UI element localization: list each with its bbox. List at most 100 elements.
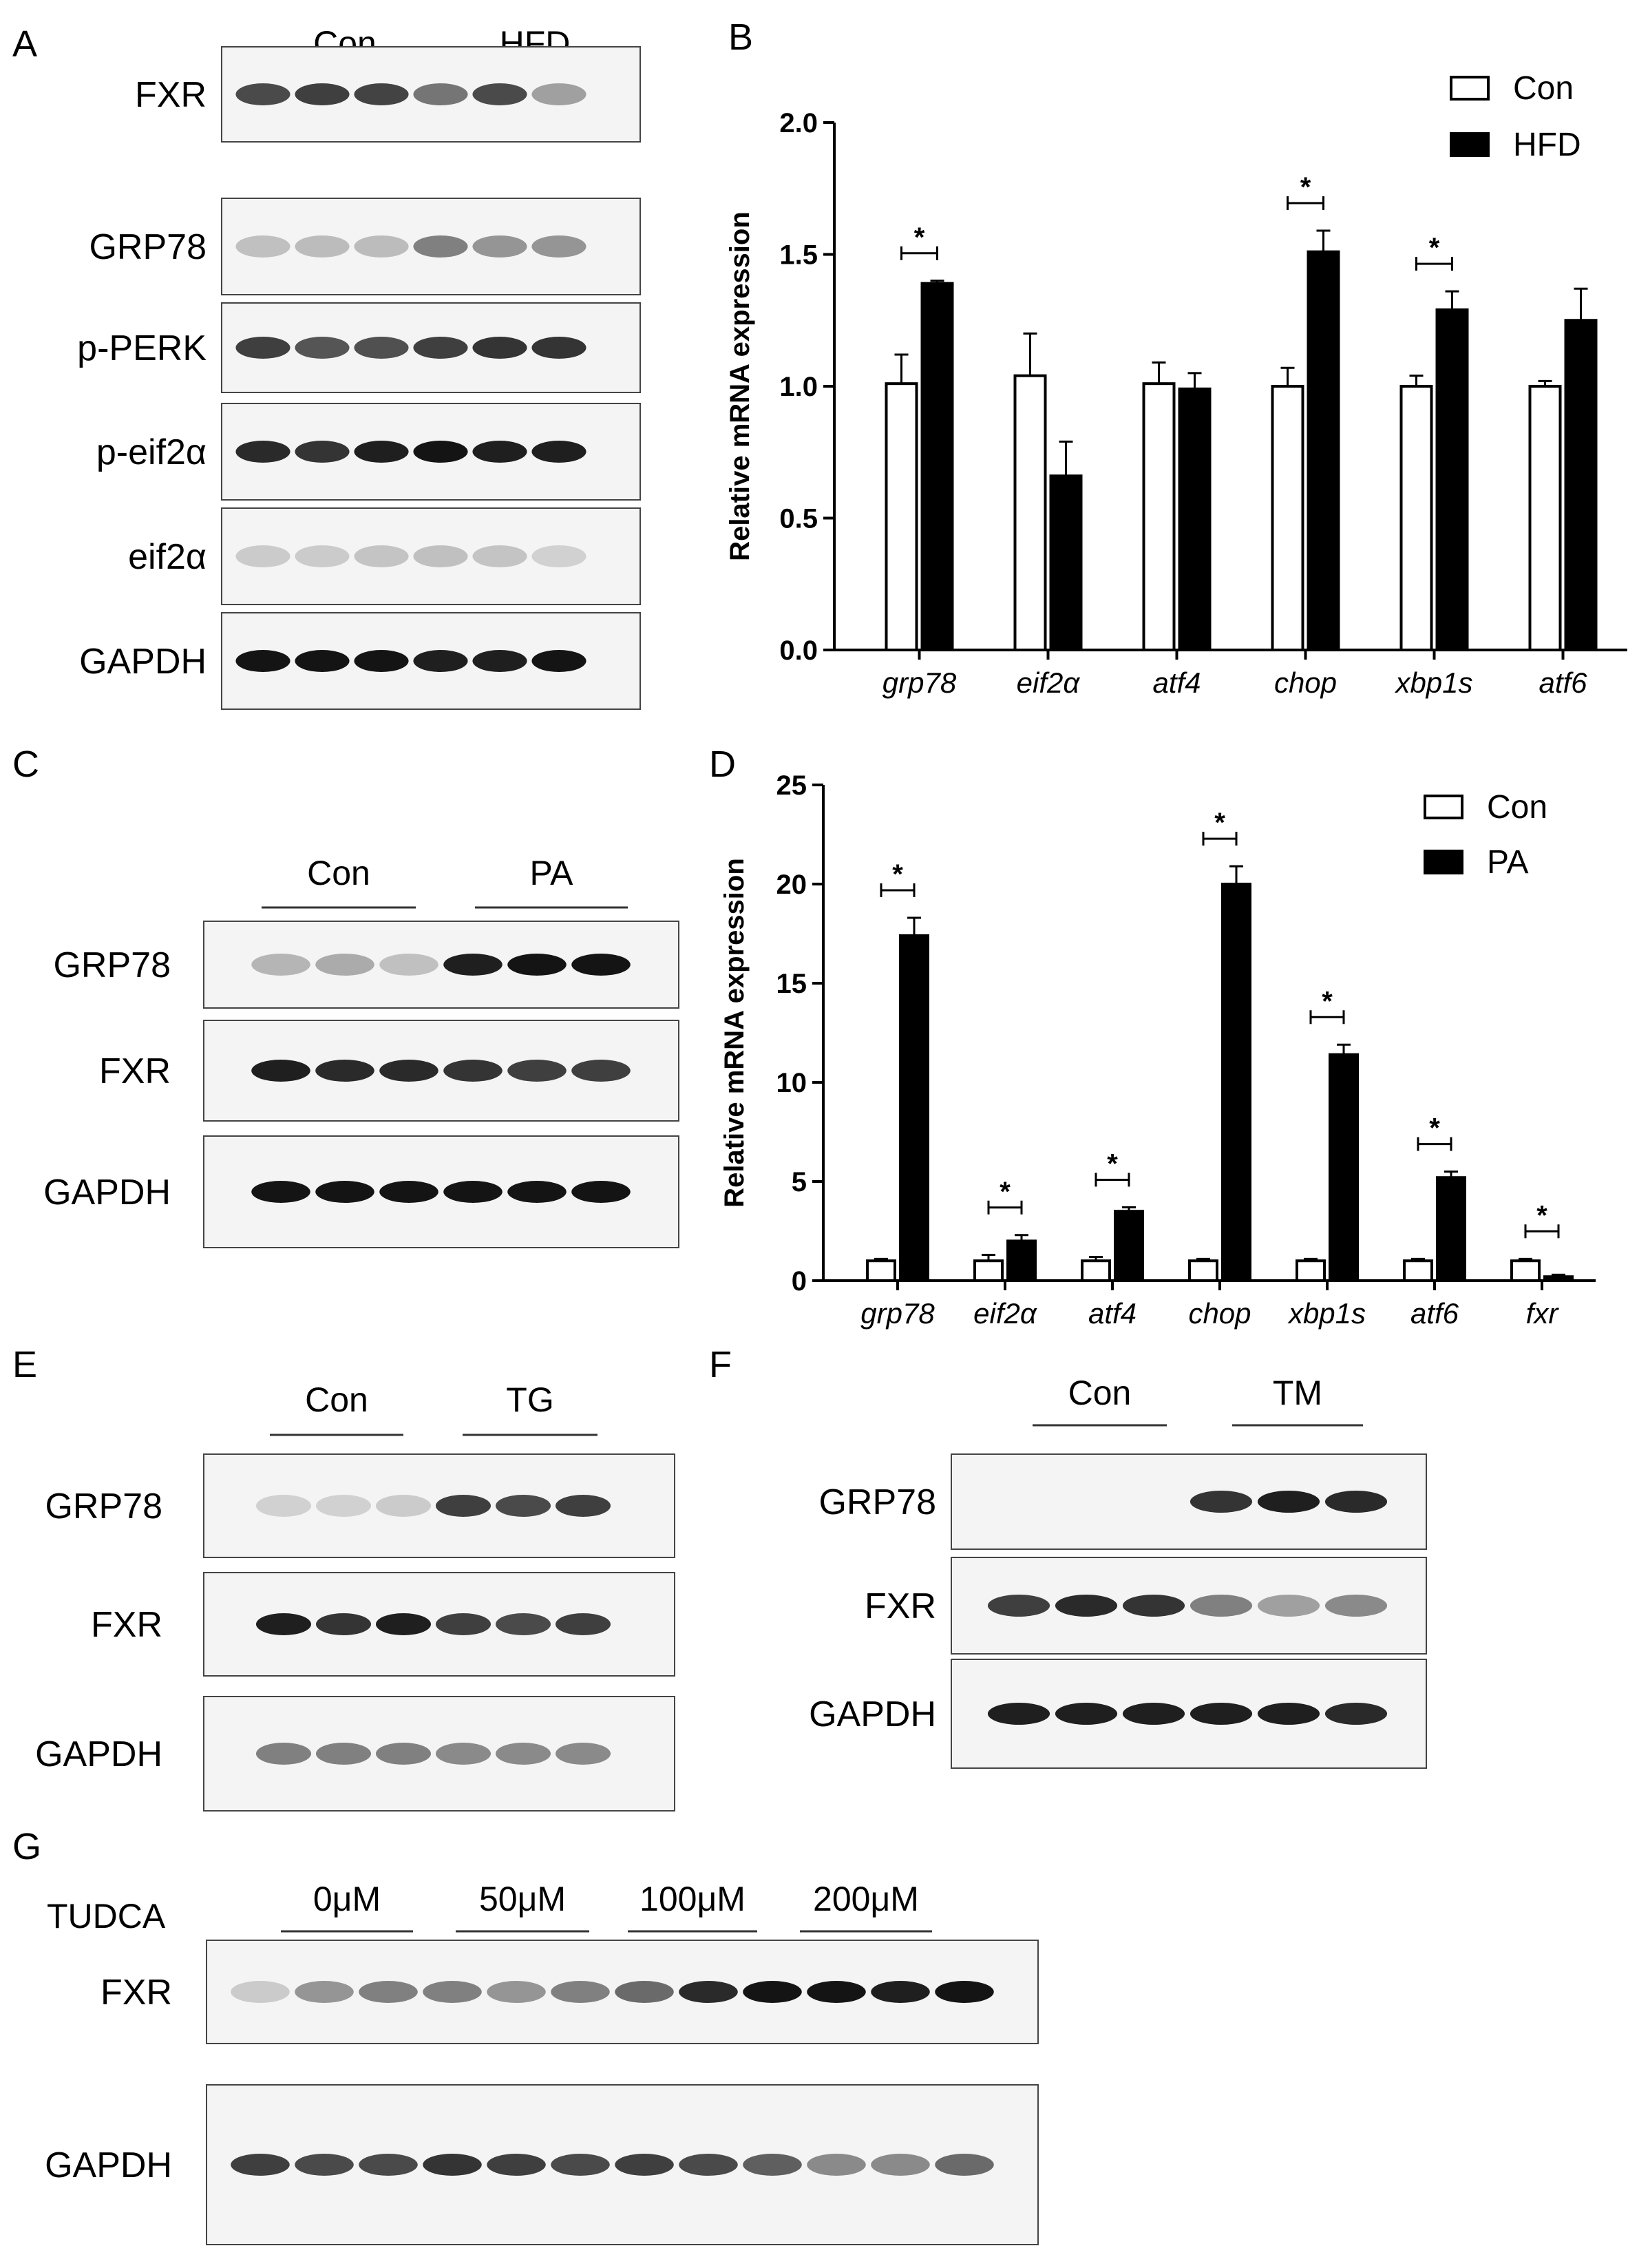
bar-pa-chop [1221,883,1251,1282]
sig-star: * [914,222,925,253]
band-fxr-2 [315,1613,372,1635]
bar-pa-fxr [1543,1275,1574,1282]
band-grp78-5 [507,954,567,976]
band-eif2a-6 [531,545,586,567]
band-p-eif2a-5 [472,441,527,463]
band-p-perk-4 [413,337,468,359]
band-fxr-6 [555,1613,611,1635]
band-eif2a-2 [295,545,350,567]
band-fxr-7 [615,1981,674,2003]
blot-label-grp78: GRP78 [53,945,171,985]
band-fxr-12 [935,1981,994,2003]
band-fxr-3 [375,1613,432,1635]
blot-panel-c: Con PA GRP78 FXR GAPDH [43,854,679,1248]
bar-con-atf6 [1528,385,1562,651]
y-tick-label: 0 [792,1266,807,1296]
bar-con-eif2a [973,1259,1004,1282]
band-fxr-1 [255,1613,312,1635]
y-tick-label: 1.5 [779,240,818,271]
blot-label-grp78: GRP78 [89,227,207,267]
band-grp78-5 [1257,1491,1320,1513]
band-gapdh-6 [531,650,586,672]
y-tick-label: 1.0 [779,372,818,402]
y-axis-label: Relative mRNA expression [725,211,755,561]
band-fxr-3 [359,1981,418,2003]
band-fxr-5 [487,1981,546,2003]
blot-label-fxr: FXR [91,1605,162,1645]
band-grp78-5 [495,1495,551,1517]
band-p-eif2a-6 [531,441,586,463]
bar-pa-eif2a [1006,1239,1037,1283]
band-grp78-6 [555,1495,611,1517]
band-fxr-4 [413,83,468,105]
bar-con-chop [1271,385,1304,651]
band-gapdh-9 [743,2154,802,2176]
legend-swatch-pa [1424,850,1463,874]
band-gapdh-1 [987,1703,1050,1725]
band-gapdh-1 [255,1743,312,1765]
band-gapdh-10 [807,2154,866,2176]
blot-label-fxr: FXR [99,1051,171,1091]
group-label-con: Con [305,1380,368,1419]
x-tick-label-grp78: grp78 [860,1297,935,1330]
band-fxr-1 [235,83,290,105]
band-gapdh-7 [615,2154,674,2176]
band-fxr-2 [295,83,350,105]
blot-label-p-perk: p-PERK [77,328,207,368]
band-gapdh-2 [315,1181,374,1203]
panel-letter-e: E [12,1344,37,1385]
band-gapdh-2 [1055,1703,1118,1725]
panel-letter-f: F [709,1344,732,1385]
band-p-perk-1 [235,337,290,359]
bar-pa-grp78 [899,934,929,1282]
band-fxr-11 [871,1981,930,2003]
blot-label-gapdh: GAPDH [43,1173,171,1212]
group-label-con: Con [307,854,370,892]
blot-label-gapdh: GAPDH [35,1734,162,1774]
bar-con-atf6 [1403,1259,1433,1282]
band-grp78-6 [1324,1491,1388,1513]
band-eif2a-5 [472,545,527,567]
band-eif2a-3 [354,545,409,567]
blot-label-eif2a: eif2α [128,537,207,577]
y-tick-label: 0.5 [779,504,818,534]
sig-star: * [1214,808,1225,838]
y-tick-label: 25 [776,770,807,801]
band-fxr-2 [1055,1595,1118,1617]
legend-swatch-con [1424,795,1463,819]
band-fxr-1 [251,1060,310,1082]
sig-star: * [1107,1148,1118,1179]
panel-letter-a: A [12,23,37,65]
x-tick-label-xbp1s: xbp1s [1394,666,1472,699]
band-grp78-6 [531,235,586,258]
band-fxr-5 [472,83,527,105]
band-gapdh-4 [443,1181,503,1203]
sig-star: * [1429,1113,1440,1144]
bar-hfd-eif2a [1049,474,1083,651]
band-gapdh-5 [495,1743,551,1765]
group-label-pa: PA [530,854,574,892]
group-label-200um: 200μM [813,1880,919,1918]
band-p-eif2a-3 [354,441,409,463]
band-fxr-5 [507,1060,567,1082]
panel-letter-d: D [709,744,736,785]
band-gapdh-4 [435,1743,491,1765]
blot-label-fxr: FXR [135,75,207,115]
group-label-50um: 50μM [479,1880,566,1918]
band-fxr-8 [679,1981,738,2003]
band-grp78-3 [379,954,438,976]
band-fxr-4 [423,1981,482,2003]
band-p-perk-6 [531,337,586,359]
blot-label-p-eif2a: p-eif2α [96,432,207,472]
blot-label-fxr: FXR [101,1973,172,2013]
bar-hfd-xbp1s [1435,308,1469,651]
x-tick-label-fxr: fxr [1526,1297,1560,1330]
sig-star: * [1322,986,1333,1016]
band-grp78-4 [1190,1491,1253,1513]
band-fxr-4 [1190,1595,1253,1617]
bar-pa-xbp1s [1329,1053,1359,1283]
y-axis-label: Relative mRNA expression [719,858,750,1208]
band-fxr-2 [295,1981,354,2003]
bar-hfd-chop [1307,250,1340,652]
